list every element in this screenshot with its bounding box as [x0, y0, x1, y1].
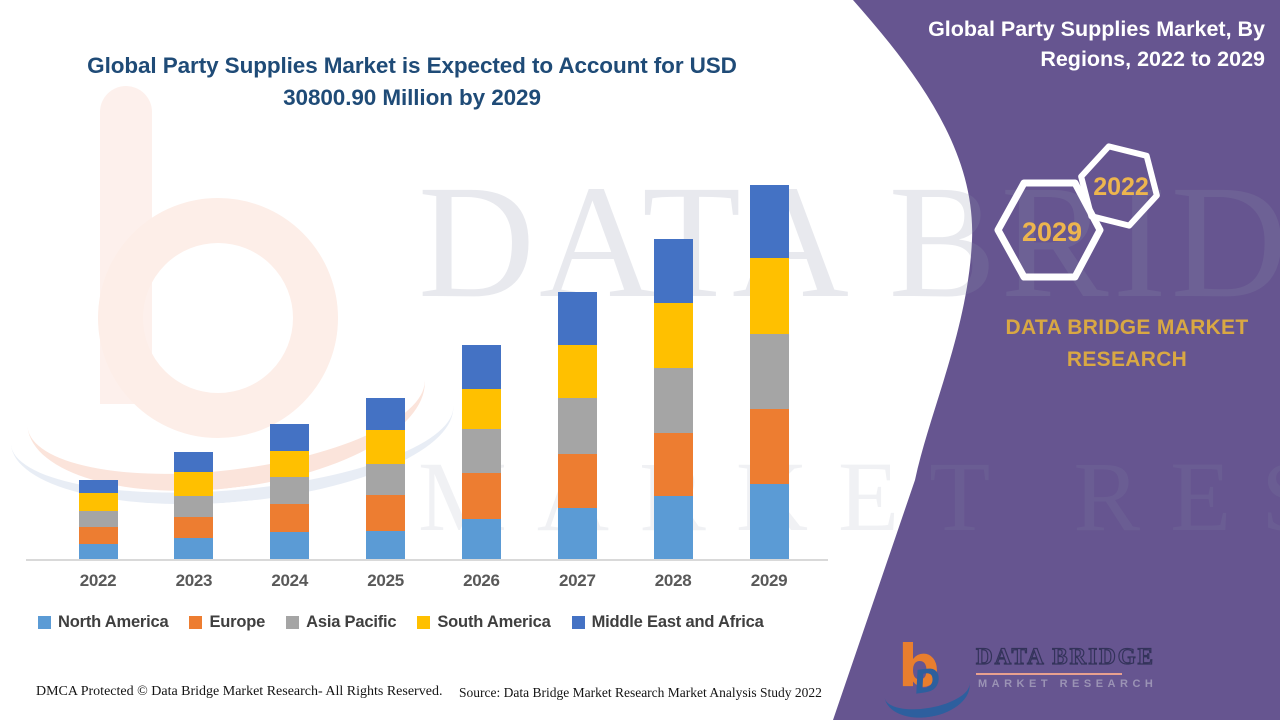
hexagon-year-2029: 2029	[1021, 217, 1083, 247]
legend-swatch	[571, 616, 585, 629]
x-tick-label: 2027	[558, 571, 596, 590]
x-tick-label: 2028	[654, 571, 692, 590]
logo-brand-line1: DATA BRIDGE	[975, 643, 1155, 669]
legend-item: South America	[417, 613, 551, 632]
bar-segment-asia-pacific	[174, 496, 214, 517]
legend-item: Middle East and Africa	[571, 613, 764, 632]
bar-segment-middle-east-and-africa	[653, 239, 693, 303]
bar-segment-south-america	[366, 430, 406, 464]
bar-segment-asia-pacific	[653, 368, 693, 433]
bar-segment-europe	[461, 473, 501, 519]
logo-b-monogram: b	[898, 632, 940, 700]
logo-brand-line2: MARKET RESEARCH	[978, 678, 1158, 690]
legend-swatch	[38, 616, 51, 629]
data-bridge-logo: b D DATA BRIDGE MARKET RESEARCH	[880, 632, 1154, 720]
chart-title: Global Party Supplies Market is Expected…	[87, 53, 737, 111]
bar-segment-north-america	[270, 532, 310, 559]
bar-segment-middle-east-and-africa	[78, 480, 118, 493]
bar-segment-asia-pacific	[557, 398, 597, 454]
bar-segment-asia-pacific	[366, 464, 406, 495]
bar-segment-south-america	[270, 451, 310, 477]
x-tick-label: 2026	[463, 571, 500, 590]
legend-label: North America	[58, 613, 169, 631]
legend-swatch	[417, 616, 431, 629]
legend-swatch	[189, 616, 203, 629]
bar-segment-south-america	[461, 389, 501, 429]
bar-segment-middle-east-and-africa	[557, 292, 597, 345]
bar-segment-north-america	[461, 519, 501, 559]
bar-segment-europe	[557, 454, 597, 508]
legend-swatch	[286, 616, 300, 629]
bar-segment-north-america	[174, 538, 214, 559]
bar-segment-europe	[653, 433, 693, 496]
bar-segment-south-america	[749, 258, 789, 334]
legend-item: Europe	[189, 613, 265, 632]
panel-title: Global Party Supplies Market, By Regions…	[928, 17, 1265, 72]
bar-segment-north-america	[366, 531, 406, 559]
legend-item: Asia Pacific	[286, 613, 397, 632]
legend-label: Asia Pacific	[306, 613, 397, 631]
hexagon-year-2022: 2022	[1093, 173, 1149, 201]
bar-segment-asia-pacific	[78, 511, 118, 527]
bar-segment-north-america	[78, 544, 118, 559]
bar-segment-north-america	[653, 496, 693, 559]
bar-segment-north-america	[749, 484, 789, 559]
x-tick-label: 2023	[175, 571, 213, 590]
x-tick-label: 2029	[750, 571, 788, 590]
logo-d-mark: D	[911, 660, 944, 702]
bar-segment-north-america	[557, 508, 597, 559]
bar-segment-middle-east-and-africa	[270, 424, 310, 451]
legend-label: Middle East and Africa	[591, 613, 764, 631]
x-tick-label: 2024	[271, 571, 308, 590]
purple-panel-shape	[833, 0, 1280, 720]
footer-source-text: Source: Data Bridge Market Research Mark…	[459, 685, 822, 700]
bar-segment-middle-east-and-africa	[174, 452, 214, 472]
bar-segment-europe	[749, 409, 789, 484]
bar-segment-asia-pacific	[749, 334, 789, 409]
bar-segment-europe	[270, 504, 310, 532]
chart-legend: North America Europe Asia Pacific South Ame…	[38, 613, 764, 632]
logo-divider-rule	[976, 673, 1122, 675]
bar-segment-middle-east-and-africa	[749, 185, 789, 258]
bar-segment-south-america	[653, 303, 693, 368]
hexagon-2029	[994, 179, 1104, 281]
bar-segment-europe	[366, 495, 406, 531]
legend-item: North America	[38, 613, 169, 632]
bar-segment-asia-pacific	[461, 429, 501, 473]
hexagon-2022	[1078, 143, 1160, 229]
x-tick-label: 2022	[79, 571, 117, 590]
bar-segment-south-america	[78, 493, 118, 511]
legend-label: Europe	[209, 613, 266, 631]
panel-brand-text: DATA BRIDGE MARKET RESEARCH	[1005, 316, 1249, 371]
bar-segment-europe	[78, 527, 118, 544]
bar-segment-europe	[174, 517, 214, 538]
x-axis-line	[26, 559, 828, 561]
legend-label: South America	[437, 613, 551, 631]
bar-segment-middle-east-and-africa	[366, 398, 406, 430]
bar-segment-middle-east-and-africa	[461, 345, 501, 389]
bar-segment-south-america	[174, 472, 214, 496]
footer-dmca-text: DMCA Protected © Data Bridge Market Rese…	[36, 684, 443, 699]
bar-segment-south-america	[557, 345, 597, 398]
bar-segment-asia-pacific	[270, 477, 310, 504]
x-tick-label: 2025	[367, 571, 404, 590]
